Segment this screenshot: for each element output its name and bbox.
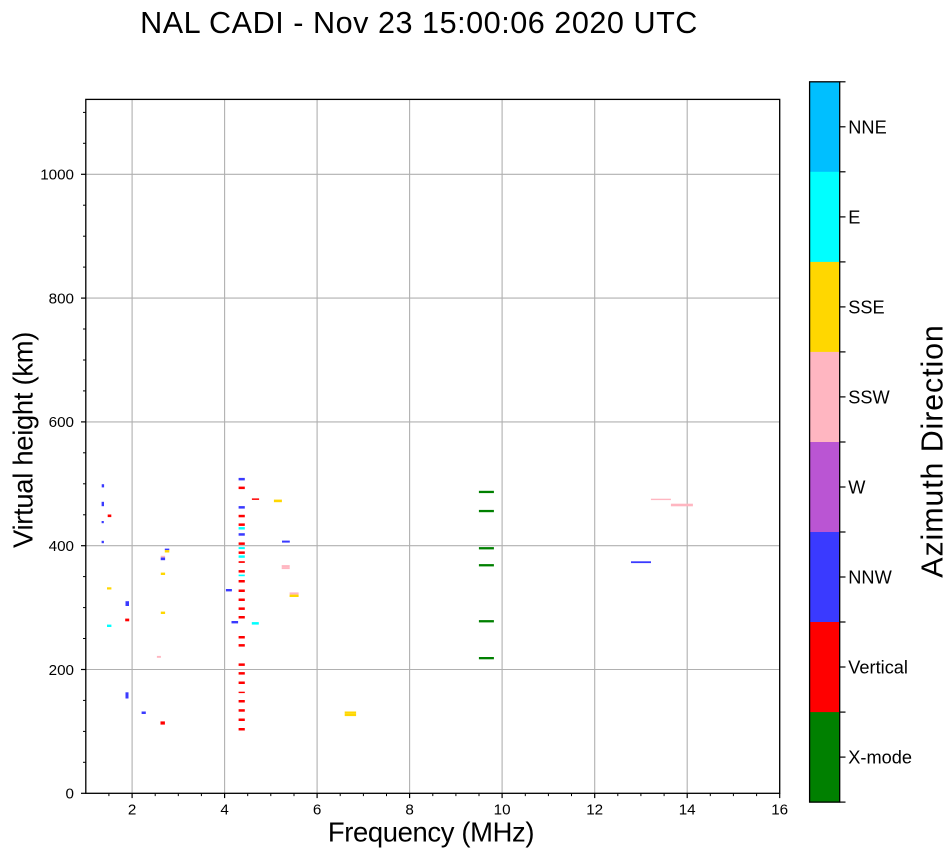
svg-text:4: 4 bbox=[220, 801, 228, 818]
svg-text:Azimuth Direction: Azimuth Direction bbox=[915, 324, 949, 577]
svg-text:1000: 1000 bbox=[40, 167, 74, 184]
svg-text:10: 10 bbox=[494, 801, 511, 818]
svg-text:600: 600 bbox=[49, 414, 74, 431]
svg-text:NAL CADI - Nov 23 15:00:06 202: NAL CADI - Nov 23 15:00:06 2020 UTC bbox=[140, 6, 698, 40]
svg-text:8: 8 bbox=[405, 801, 413, 818]
svg-text:Virtual height (km): Virtual height (km) bbox=[8, 332, 39, 548]
svg-text:E: E bbox=[848, 208, 860, 228]
svg-text:6: 6 bbox=[313, 801, 321, 818]
svg-text:X-mode: X-mode bbox=[848, 748, 912, 768]
svg-text:800: 800 bbox=[49, 290, 74, 307]
svg-text:200: 200 bbox=[49, 662, 74, 679]
svg-text:0: 0 bbox=[66, 786, 74, 803]
svg-text:400: 400 bbox=[49, 538, 74, 555]
svg-text:2: 2 bbox=[128, 801, 136, 818]
svg-text:14: 14 bbox=[679, 801, 696, 818]
svg-text:NNE: NNE bbox=[848, 117, 886, 137]
svg-text:Frequency (MHz): Frequency (MHz) bbox=[328, 817, 534, 848]
svg-text:NNW: NNW bbox=[848, 568, 892, 588]
svg-text:SSW: SSW bbox=[848, 388, 890, 408]
svg-text:W: W bbox=[848, 478, 866, 498]
svg-text:SSE: SSE bbox=[848, 298, 884, 318]
svg-text:12: 12 bbox=[586, 801, 603, 818]
svg-text:Vertical: Vertical bbox=[848, 658, 908, 678]
svg-text:16: 16 bbox=[771, 801, 788, 818]
